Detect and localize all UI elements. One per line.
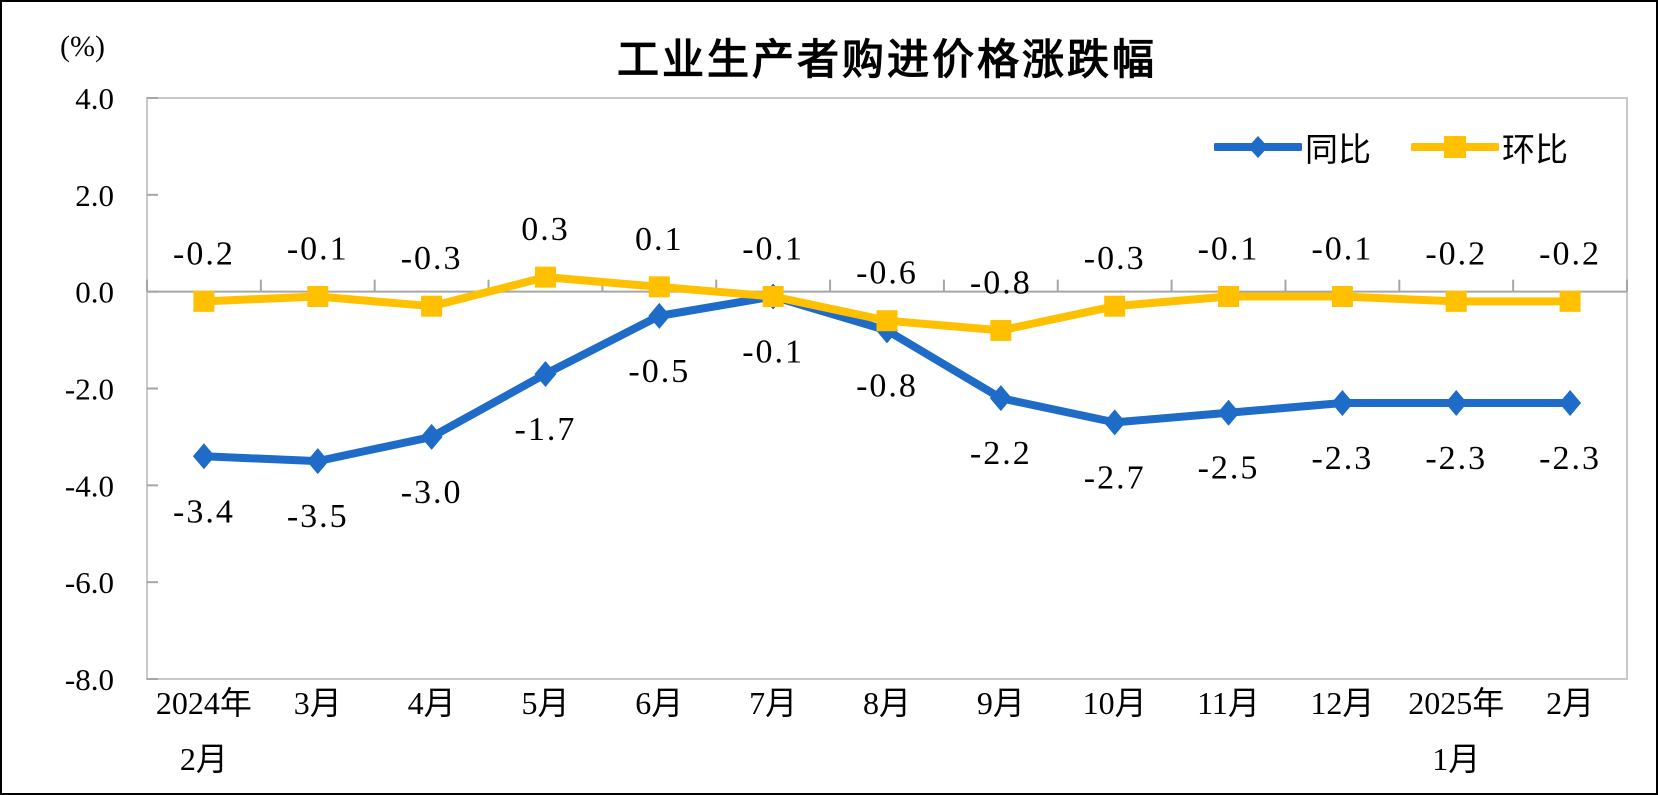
mom-data-point-marker	[534, 266, 556, 288]
mom-data-label: 0.3	[521, 211, 570, 248]
legend-item-yoy: 同比	[1214, 123, 1371, 171]
x-axis-tick-label: 9月	[977, 685, 1025, 721]
mom-data-label: -0.1	[287, 231, 349, 268]
x-axis-tick-label: 8月	[863, 685, 911, 721]
mom-data-label: -0.1	[1198, 231, 1260, 268]
yoy-data-point-marker	[989, 385, 1012, 412]
yoy-line-sample-icon	[1214, 136, 1302, 158]
mom-data-label: -0.6	[856, 255, 918, 292]
yoy-data-point-marker	[648, 302, 671, 329]
yoy-data-label: -0.5	[628, 353, 690, 390]
x-axis-tick-label: 6月	[635, 685, 683, 721]
legend-label-mom: 环比	[1502, 131, 1568, 168]
yoy-data-label: -2.2	[970, 435, 1032, 472]
yoy-data-point-marker	[420, 423, 443, 450]
yoy-data-label: -3.4	[173, 493, 235, 530]
x-axis-tick-label: 4月	[408, 685, 456, 721]
mom-data-point-marker	[990, 319, 1012, 341]
y-axis-tick-label: 4.0	[75, 81, 114, 116]
mom-data-point-marker	[876, 310, 898, 332]
yoy-data-label: -0.1	[742, 334, 804, 371]
yoy-data-point-marker	[1331, 390, 1354, 417]
x-axis-tick-label: 5月	[521, 685, 569, 721]
mom-data-point-marker	[1104, 295, 1126, 317]
y-axis-unit-label: (%)	[60, 30, 105, 63]
x-axis-tick-label: 12月	[1310, 685, 1374, 721]
yoy-data-label: -2.3	[1311, 440, 1373, 477]
mom-square-marker-icon	[1444, 136, 1466, 158]
mom-data-point-marker	[1218, 286, 1240, 308]
mom-data-point-marker	[421, 295, 443, 317]
mom-data-point-marker	[1331, 286, 1353, 308]
yoy-data-label: -2.5	[1198, 450, 1260, 487]
x-axis-tick-label: 2024年 2月	[156, 685, 252, 777]
yoy-data-label: -0.8	[856, 367, 918, 404]
mom-data-label: -0.2	[173, 235, 235, 272]
x-axis-tick-label: 3月	[294, 685, 342, 721]
yoy-data-label: -3.5	[287, 498, 349, 535]
yoy-data-point-marker	[1559, 390, 1582, 417]
mom-data-label: -0.1	[742, 231, 804, 268]
mom-data-label: -0.2	[1539, 235, 1601, 272]
mom-data-label: -0.3	[401, 240, 463, 277]
mom-data-label: -0.3	[1084, 240, 1146, 277]
mom-data-point-marker	[1445, 290, 1467, 312]
mom-data-point-marker	[1559, 290, 1581, 312]
yoy-data-label: -2.3	[1425, 440, 1487, 477]
mom-data-label: 0.1	[635, 221, 684, 258]
yoy-data-point-marker	[1445, 390, 1468, 417]
mom-data-label: -0.8	[970, 264, 1032, 301]
chart-legend: 同比 环比	[1214, 123, 1568, 171]
y-axis-tick-label: 2.0	[75, 178, 114, 213]
x-axis-tick-label: 2月	[1546, 685, 1594, 721]
legend-label-yoy: 同比	[1305, 131, 1371, 168]
yoy-data-point-marker	[534, 360, 557, 387]
mom-data-point-marker	[193, 290, 215, 312]
mom-data-point-marker	[762, 286, 784, 308]
mom-data-label: -0.1	[1311, 231, 1373, 268]
yoy-data-label: -1.7	[515, 411, 577, 448]
yoy-data-point-marker	[192, 443, 215, 470]
yoy-data-point-marker	[306, 448, 329, 475]
yoy-diamond-marker-icon	[1248, 136, 1268, 158]
chart-title: 工业生产者购进价格涨跌幅	[616, 36, 1157, 83]
y-axis-tick-label: -6.0	[65, 565, 114, 600]
mom-data-point-marker	[648, 276, 670, 298]
y-axis-tick-label: 0.0	[75, 275, 114, 310]
x-axis-tick-label: 2025年 1月	[1408, 685, 1504, 777]
y-axis-tick-label: -2.0	[65, 372, 114, 407]
y-axis-tick-label: -4.0	[65, 468, 114, 503]
x-axis-tick-label: 10月	[1083, 685, 1147, 721]
yoy-data-point-marker	[1217, 399, 1240, 426]
yoy-data-point-marker	[1103, 409, 1126, 436]
legend-item-mom: 环比	[1411, 123, 1568, 171]
mom-data-label: -0.2	[1425, 235, 1487, 272]
mom-line-sample-icon	[1411, 136, 1499, 158]
x-axis-tick-label: 7月	[749, 685, 797, 721]
yoy-data-label: -3.0	[401, 474, 463, 511]
y-axis-tick-label: -8.0	[65, 662, 114, 697]
x-axis-tick-label: 11月	[1197, 685, 1260, 721]
mom-data-point-marker	[307, 286, 329, 308]
yoy-data-label: -2.7	[1084, 459, 1146, 496]
yoy-data-label: -2.3	[1539, 440, 1601, 477]
